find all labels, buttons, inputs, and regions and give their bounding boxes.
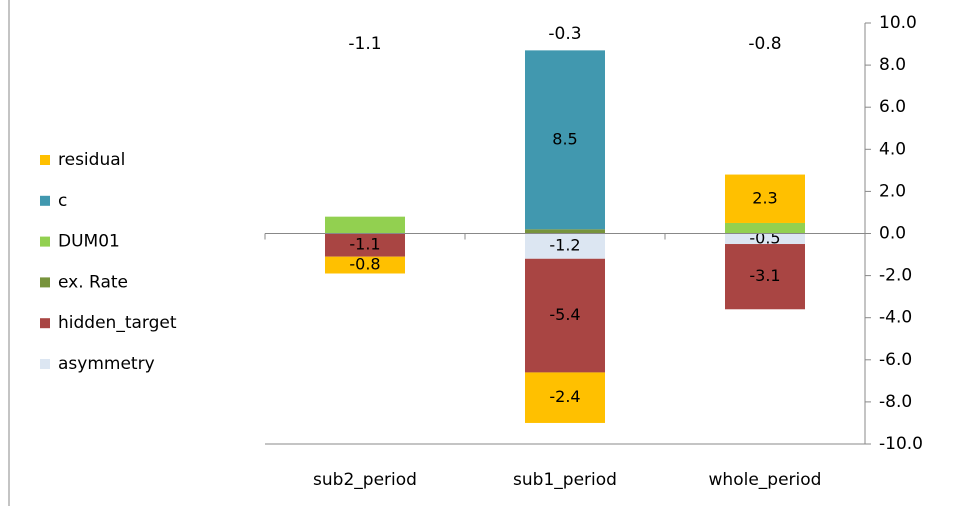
total-label: -1.1	[348, 34, 381, 54]
legend-marker	[40, 359, 50, 369]
legend-marker	[40, 236, 50, 247]
data-label: 8.5	[552, 129, 577, 148]
y-tick-label: 10.0	[879, 13, 917, 33]
y-tick-label: 8.0	[879, 55, 906, 75]
bar-segment	[525, 372, 605, 423]
y-tick-label: -4.0	[879, 308, 912, 328]
y-tick-label: -2.0	[879, 266, 912, 286]
y-tick-label: -10.0	[879, 434, 923, 454]
y-tick-label: 4.0	[879, 139, 906, 159]
total-label: -0.8	[748, 34, 781, 54]
y-tick-label: 2.0	[879, 181, 906, 201]
x-tick-label: sub1_period	[513, 470, 617, 490]
data-label: -3.1	[749, 266, 780, 285]
legend-label: residual	[58, 150, 125, 170]
legend-label: hidden_target	[58, 313, 177, 333]
legend-marker	[40, 277, 50, 288]
bar-segment	[525, 233, 605, 259]
bar-segment	[525, 50, 605, 230]
bar-segment	[725, 174, 805, 223]
legend-label: DUM01	[58, 232, 120, 252]
bar-segment	[525, 229, 605, 234]
x-tick-label: whole_period	[709, 470, 822, 490]
total-label: -0.3	[548, 24, 581, 44]
legend-label: ex. Rate	[58, 272, 128, 292]
legend-label: asymmetry	[58, 354, 155, 374]
y-tick-label: 6.0	[879, 97, 906, 117]
legend-marker	[40, 318, 50, 329]
legend-label: c	[58, 191, 67, 211]
bar-segment	[725, 244, 805, 310]
y-tick-label: -6.0	[879, 350, 912, 370]
data-label: -1.1	[349, 235, 380, 254]
data-label: -1.2	[549, 236, 580, 255]
data-label: -5.4	[549, 305, 580, 324]
bar-segment	[725, 222, 805, 234]
bar-segment	[725, 233, 805, 245]
data-label: 2.3	[752, 188, 777, 207]
x-tick-label: sub2_period	[313, 470, 417, 490]
bar-segment	[525, 258, 605, 373]
bar-segment	[325, 216, 405, 234]
bar-segment	[325, 233, 405, 257]
bar-segment	[325, 256, 405, 274]
y-tick-label: -8.0	[879, 392, 912, 412]
data-label: -0.8	[349, 255, 380, 274]
legend-marker	[40, 155, 50, 165]
data-label: -2.4	[549, 387, 580, 406]
y-tick-label: 0.0	[879, 224, 906, 244]
legend-marker	[40, 195, 50, 206]
